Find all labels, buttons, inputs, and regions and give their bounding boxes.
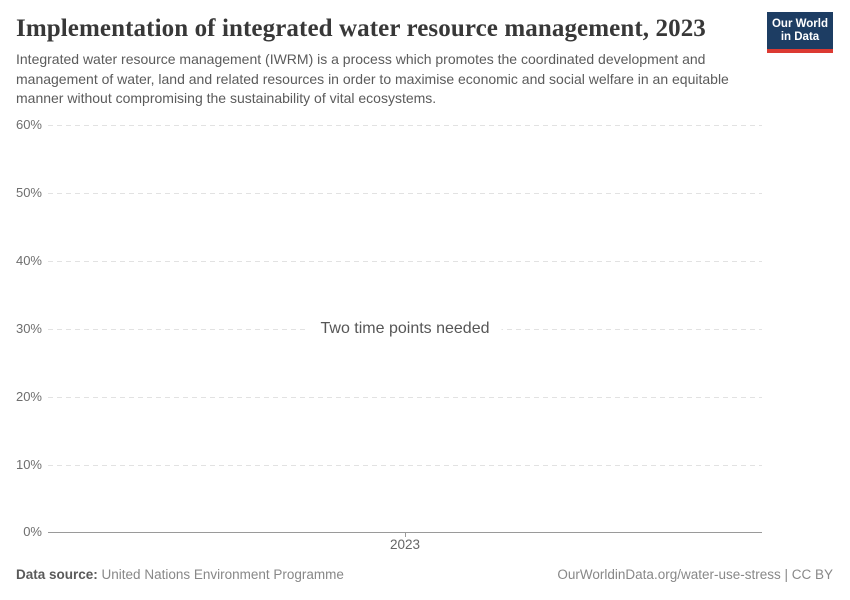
chart-subtitle: Integrated water resource management (IW… (16, 51, 729, 106)
owid-logo-box: Our World in Data (767, 12, 833, 49)
owid-logo-line1: Our World (771, 18, 828, 30)
attribution: OurWorldinData.org/water-use-stress | CC… (557, 567, 833, 582)
y-axis-tick-label: 20% (15, 389, 42, 404)
y-axis-tick-label: 60% (15, 117, 42, 132)
no-data-message: Two time points needed (308, 318, 502, 340)
chart-title: Implementation of integrated water resou… (16, 15, 706, 42)
gridline (48, 397, 762, 398)
data-source-value: United Nations Environment Programme (101, 567, 344, 582)
data-source-label: Data source: (16, 567, 98, 582)
y-axis-tick-label: 0% (23, 524, 42, 539)
gridline (48, 125, 762, 126)
gridline (48, 261, 762, 262)
y-axis-tick-label: 30% (15, 321, 42, 336)
gridline (48, 465, 762, 466)
x-axis-tick-label: 2023 (389, 537, 421, 552)
y-axis-tick-label: 10% (15, 457, 42, 472)
chart-footer: Data source: United Nations Environment … (16, 567, 833, 582)
x-axis-tick-mark (405, 532, 406, 537)
y-axis-tick-label: 50% (15, 185, 42, 200)
y-axis-tick-label: 40% (15, 253, 42, 268)
data-source: Data source: United Nations Environment … (16, 567, 344, 582)
owid-logo: Our World in Data (767, 12, 833, 53)
owid-logo-red-bar (767, 49, 833, 53)
owid-logo-line2: in Data (780, 31, 820, 43)
gridline (48, 193, 762, 194)
